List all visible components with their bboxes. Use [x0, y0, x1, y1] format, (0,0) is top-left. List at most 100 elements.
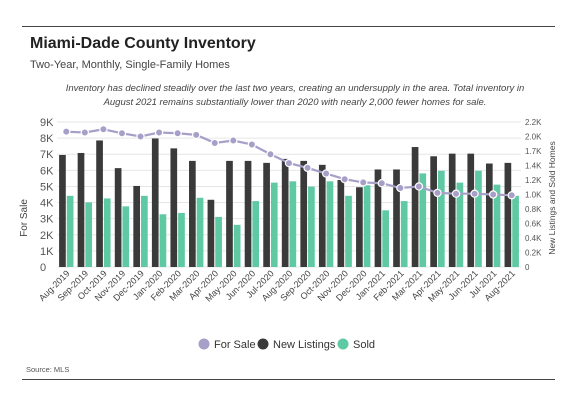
sold-bar	[233, 224, 241, 267]
left-axis-ticks: 0 1K 2K 3K 4K 5K 6K 7K 8K 9K	[40, 117, 54, 274]
sold-bar	[159, 214, 167, 267]
for-sale-point	[210, 138, 219, 148]
right-axis-ticks: 0 0.2K 0.4K 0.6K 0.8K 1.0K 1.2K 1.4K 1.7K 2.0K 2.2…	[525, 118, 542, 272]
sold-bar	[326, 181, 334, 267]
sold-bar	[103, 198, 111, 267]
for-sale-point	[247, 140, 257, 149]
new-listings-bar	[393, 169, 400, 267]
source-note: Source: MLS	[26, 365, 70, 374]
right-tick-label: 0	[525, 263, 530, 272]
new-listings-bar	[300, 160, 308, 267]
left-tick-label: 3K	[40, 214, 54, 226]
new-listings-bar	[170, 148, 178, 267]
left-tick-label: 1K	[40, 246, 54, 258]
left-tick-label: 6K	[40, 165, 54, 177]
for-sale-point	[470, 189, 479, 198]
for-sale-point	[154, 128, 164, 137]
for-sale-point	[191, 130, 201, 140]
for-sale-point	[303, 163, 312, 173]
left-tick-label: 9K	[40, 117, 54, 129]
sold-bar	[493, 184, 501, 267]
right-tick-label: 0.4K	[525, 234, 542, 243]
new-listings-bar	[96, 140, 103, 267]
for-sale-point	[359, 178, 368, 187]
new-listings-bar	[133, 185, 141, 267]
sold-bar	[400, 201, 408, 267]
sold-bar	[289, 181, 297, 267]
for-sale-point	[451, 189, 461, 198]
new-listings-bar	[356, 187, 363, 267]
x-axis-ticks: Aug-2019Sep-2019Oct-2019Nov-2019Dec-2019…	[37, 268, 517, 303]
right-tick-label: 0.6K	[525, 220, 542, 229]
bottom-rule	[22, 379, 555, 380]
sold-bar	[382, 210, 389, 267]
chart-subtitle: Two-Year, Monthly, Single-Family Homes	[30, 59, 230, 71]
new-listings-bar	[318, 164, 326, 267]
left-tick-label: 8K	[40, 133, 54, 145]
legend-label: Sold	[353, 339, 375, 351]
new-listings-bar	[189, 160, 196, 267]
bar-series	[59, 138, 519, 267]
chart-annotation: Inventory has declined steadily over the…	[65, 83, 525, 108]
sold-bar	[141, 195, 148, 267]
new-listings-bar	[59, 154, 66, 267]
legend: For Sale New Listings Sold	[198, 338, 375, 351]
for-sale-point	[396, 183, 405, 193]
for-sale-point	[229, 136, 238, 145]
sold-bar	[270, 182, 278, 267]
for-sale-line	[62, 125, 516, 200]
right-tick-label: 0.8K	[525, 205, 542, 214]
top-rule	[22, 26, 555, 27]
new-listings-bar	[448, 153, 456, 267]
new-listings-bar	[374, 169, 382, 267]
sold-bar	[178, 212, 185, 267]
sold-bar	[85, 202, 93, 267]
for-sale-point	[62, 127, 71, 136]
for-sale-point	[488, 190, 498, 199]
left-tick-label: 4K	[40, 198, 54, 210]
for-sale-point	[377, 179, 386, 188]
new-listings-bar	[411, 147, 419, 267]
sold-bar	[437, 170, 445, 267]
new-listings-bar	[207, 199, 215, 267]
for-sale-point	[433, 188, 442, 198]
legend-marker	[198, 338, 210, 350]
sold-bar	[345, 195, 352, 267]
new-listings-bar	[337, 180, 345, 267]
for-sale-point	[266, 150, 275, 159]
new-listings-bar	[151, 138, 159, 267]
left-tick-label: 5K	[40, 181, 54, 193]
for-sale-point	[136, 132, 145, 141]
legend-marker	[257, 338, 269, 350]
new-listings-bar	[263, 162, 270, 267]
legend-label: For Sale	[214, 339, 256, 351]
for-sale-point	[321, 169, 331, 178]
sold-bar	[215, 216, 222, 267]
chart-title: Miami-Dade County Inventory	[30, 35, 256, 52]
left-tick-label: 2K	[40, 230, 54, 242]
left-tick-label: 7K	[40, 149, 54, 161]
for-sale-point	[80, 128, 90, 137]
right-tick-label: 2.0K	[525, 133, 542, 142]
legend-marker	[337, 338, 349, 350]
new-listings-bar	[114, 168, 122, 267]
for-sale-point	[117, 129, 127, 138]
sold-bar	[512, 195, 519, 267]
sold-bar	[66, 195, 74, 267]
left-axis-title: For Sale	[19, 199, 30, 237]
for-sale-point	[173, 129, 182, 138]
sold-bar	[475, 170, 482, 267]
new-listings-bar	[77, 152, 85, 267]
new-listings-bar	[467, 153, 475, 267]
for-sale-point	[340, 174, 349, 184]
for-sale-point	[284, 158, 294, 168]
new-listings-bar	[244, 160, 252, 267]
sold-bar	[363, 185, 371, 267]
for-sale-point	[507, 191, 516, 200]
legend-label: New Listings	[273, 339, 336, 351]
left-tick-label: 0	[40, 262, 46, 274]
right-tick-label: 0.2K	[525, 249, 542, 258]
new-listings-bar	[430, 156, 437, 267]
sold-bar	[308, 186, 315, 267]
